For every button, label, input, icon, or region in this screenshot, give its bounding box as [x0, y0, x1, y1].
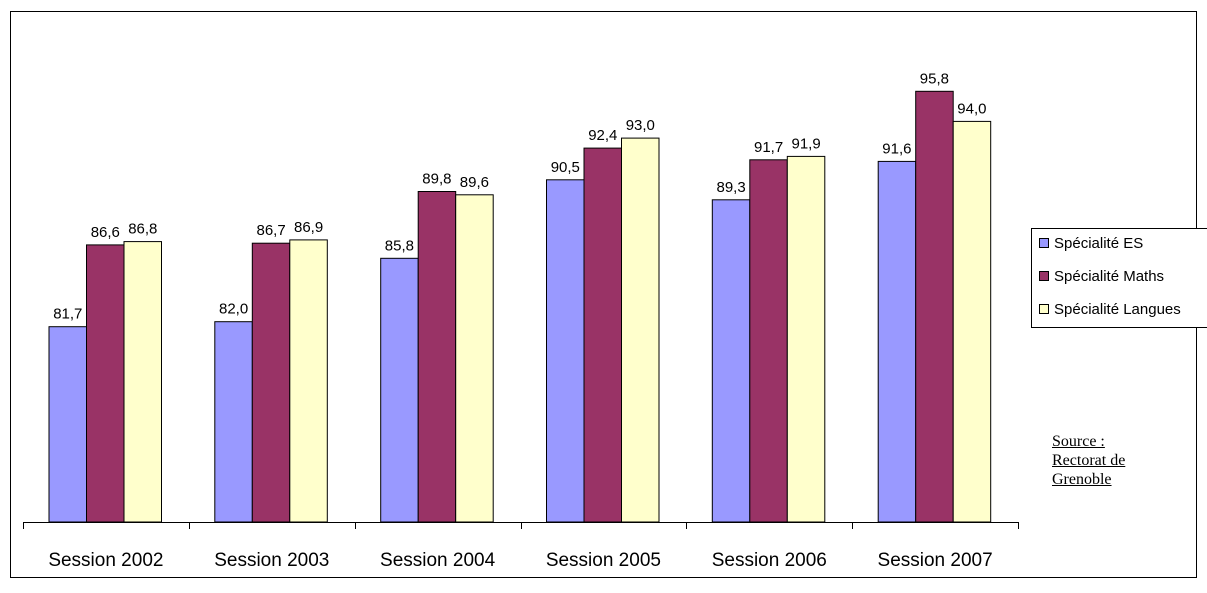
- bar-specialite-maths-session-2002: [87, 245, 125, 522]
- data-label-specialite-maths-session-2006: 91,7: [754, 139, 783, 156]
- bar-specialite-es-session-2007: [878, 161, 916, 522]
- data-label-specialite-maths-session-2005: 92,4: [588, 127, 617, 144]
- x-tick-label-session-2006: Session 2006: [712, 550, 827, 571]
- bar-specialite-langues-session-2004: [456, 195, 494, 522]
- data-label-specialite-maths-session-2002: 86,6: [91, 224, 120, 241]
- x-tick-label-session-2002: Session 2002: [48, 550, 163, 571]
- bar-specialite-es-session-2006: [712, 200, 750, 522]
- bar-specialite-langues-session-2005: [622, 138, 660, 522]
- bar-specialite-es-session-2003: [215, 322, 253, 522]
- data-label-specialite-maths-session-2007: 95,8: [920, 70, 949, 87]
- bar-specialite-es-session-2002: [49, 327, 87, 522]
- data-label-specialite-langues-session-2005: 93,0: [626, 117, 655, 134]
- legend-label-specialite-langues: Spécialité Langues: [1054, 301, 1181, 318]
- data-label-specialite-es-session-2002: 81,7: [53, 306, 82, 323]
- bar-specialite-maths-session-2006: [750, 160, 788, 522]
- bar-specialite-langues-session-2003: [290, 240, 328, 522]
- bar-specialite-maths-session-2005: [584, 148, 622, 522]
- data-label-specialite-langues-session-2006: 91,9: [791, 135, 820, 152]
- legend: Spécialité ES Spécialité Maths Spécialité …: [1032, 229, 1207, 328]
- bar-specialite-maths-session-2003: [252, 243, 289, 522]
- bar-specialite-es-session-2004: [381, 258, 419, 522]
- x-tick-label-session-2004: Session 2004: [380, 550, 496, 571]
- legend-swatch-specialite-es: [1040, 239, 1049, 248]
- legend-swatch-specialite-langues: [1040, 305, 1049, 314]
- bar-specialite-langues-session-2007: [953, 121, 991, 522]
- data-label-specialite-maths-session-2003: 86,7: [256, 222, 285, 239]
- bar-specialite-maths-session-2007: [916, 91, 954, 522]
- source-line-1: Source :: [1052, 432, 1182, 451]
- bar-specialite-maths-session-2004: [418, 192, 456, 523]
- x-tick-label-session-2005: Session 2005: [546, 550, 661, 571]
- bar-specialite-langues-session-2006: [787, 156, 825, 522]
- data-label-specialite-langues-session-2007: 94,0: [957, 100, 986, 117]
- data-label-specialite-es-session-2005: 90,5: [551, 159, 580, 176]
- data-label-specialite-es-session-2004: 85,8: [385, 237, 414, 254]
- data-label-specialite-langues-session-2002: 86,8: [128, 221, 157, 238]
- data-label-specialite-langues-session-2004: 89,6: [460, 174, 489, 191]
- source-note: Source : Rectorat de Grenoble: [1052, 432, 1182, 489]
- bar-specialite-langues-session-2002: [124, 242, 162, 522]
- source-line-2: Rectorat de: [1052, 451, 1182, 470]
- data-label-specialite-es-session-2007: 91,6: [882, 140, 911, 157]
- data-label-specialite-es-session-2003: 82,0: [219, 301, 248, 318]
- x-tick-label-session-2007: Session 2007: [878, 550, 993, 571]
- legend-label-specialite-maths: Spécialité Maths: [1054, 268, 1164, 285]
- legend-label-specialite-es: Spécialité ES: [1054, 235, 1143, 252]
- data-label-specialite-es-session-2006: 89,3: [716, 179, 745, 196]
- x-tick-label-session-2003: Session 2003: [214, 550, 329, 571]
- data-label-specialite-maths-session-2004: 89,8: [422, 171, 451, 188]
- legend-swatch-specialite-maths: [1040, 272, 1049, 281]
- data-label-specialite-langues-session-2003: 86,9: [294, 219, 323, 236]
- source-line-3: Grenoble: [1052, 470, 1182, 489]
- bar-specialite-es-session-2005: [547, 180, 585, 522]
